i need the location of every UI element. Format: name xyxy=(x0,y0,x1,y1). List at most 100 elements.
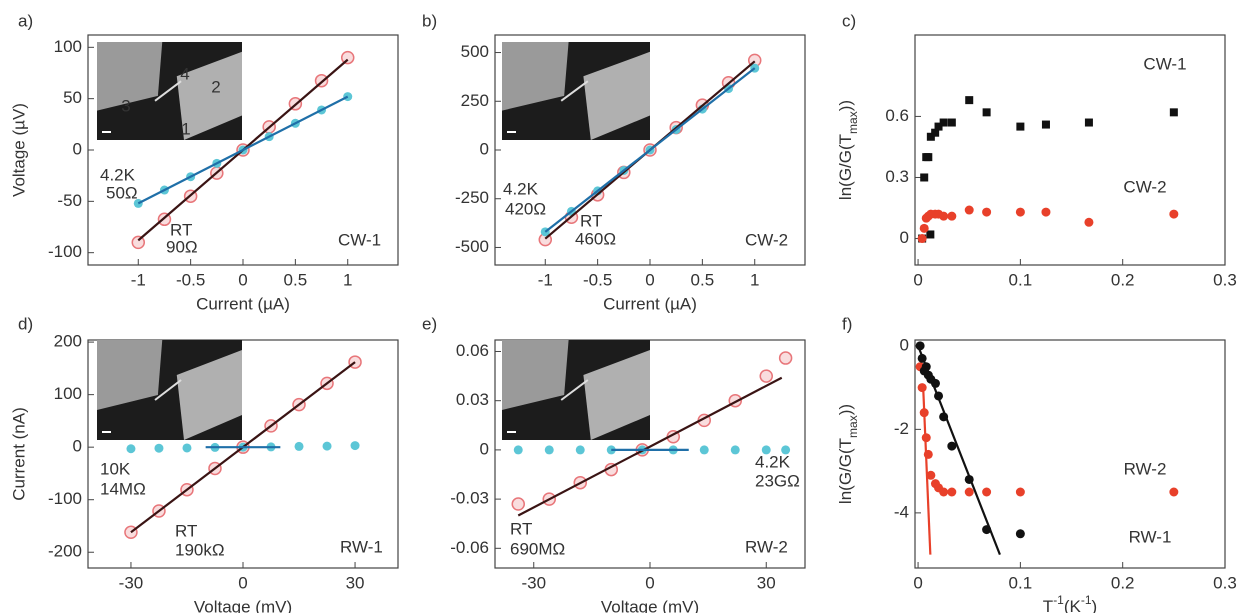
label-part: ln(G/G(T xyxy=(836,438,855,504)
label-part: ) xyxy=(1092,597,1098,613)
annotation: 23GΩ xyxy=(755,471,800,490)
x-tick-label: 0.1 xyxy=(1009,573,1033,592)
inset-label: 1 xyxy=(181,119,190,138)
x-tick-label: -1 xyxy=(131,270,146,289)
y-tick-label: 250 xyxy=(461,91,489,110)
y-tick-label: 500 xyxy=(461,42,489,61)
x-axis-label: Voltage (mV) xyxy=(601,597,699,613)
x-tick-label: -30 xyxy=(119,573,144,592)
annotation: 690MΩ xyxy=(510,539,565,558)
annotation: 90Ω xyxy=(166,237,198,256)
y-tick-label: -100 xyxy=(48,242,82,261)
x-tick-label: -0.5 xyxy=(583,270,612,289)
panel-label: d) xyxy=(18,314,33,333)
x-tick-label: 0 xyxy=(238,573,247,592)
y-tick-label: -100 xyxy=(48,489,82,508)
point xyxy=(1016,123,1024,131)
point xyxy=(918,383,927,392)
y-tick-label: 0.03 xyxy=(456,390,489,409)
x-axis-label: Current (µA) xyxy=(603,294,697,313)
series-label: RW-1 xyxy=(1129,527,1172,546)
point xyxy=(514,445,523,454)
annotation: 420Ω xyxy=(505,199,546,218)
point xyxy=(295,442,304,451)
y-axis-label: Voltage (µV) xyxy=(9,103,28,197)
x-tick-label: 0 xyxy=(238,270,247,289)
annotation: 4.2K xyxy=(100,165,136,184)
panel-label: a) xyxy=(18,11,33,30)
point xyxy=(939,212,948,221)
y-tick-label: -4 xyxy=(894,502,909,521)
x-tick-label: 0 xyxy=(645,573,654,592)
point xyxy=(780,352,792,364)
point xyxy=(545,445,554,454)
point xyxy=(965,96,973,104)
y-tick-label: -0.03 xyxy=(450,489,489,508)
y-tick-label: 0 xyxy=(73,139,82,158)
point xyxy=(918,234,927,243)
x-tick-label: 1 xyxy=(343,270,352,289)
y-tick-label: 0.06 xyxy=(456,341,489,360)
point xyxy=(576,445,585,454)
annotation: 460Ω xyxy=(575,229,616,248)
x-tick-label: 0.3 xyxy=(1213,270,1237,289)
label-part: T xyxy=(1043,597,1053,613)
y-tick-label: 200 xyxy=(54,332,82,351)
point xyxy=(1041,208,1050,217)
x-tick-label: -30 xyxy=(521,573,546,592)
y-tick-label: 0 xyxy=(900,228,909,247)
figure: -1-0.500.51-100-50050100Current (µA)Volt… xyxy=(0,0,1258,613)
annotation: 14MΩ xyxy=(100,479,146,498)
annotation: CW-1 xyxy=(338,230,381,249)
x-tick-label: 0.5 xyxy=(691,270,715,289)
panel-label: f) xyxy=(842,314,852,333)
inset-label: 4 xyxy=(180,64,189,83)
point xyxy=(1169,488,1178,497)
y-tick-label: -500 xyxy=(455,237,489,256)
point xyxy=(924,153,932,161)
annotation: 4.2K xyxy=(503,179,539,198)
point xyxy=(939,488,948,497)
annotation: 4.2K xyxy=(755,452,791,471)
point xyxy=(1016,529,1025,538)
point xyxy=(1170,108,1178,116)
point xyxy=(731,445,740,454)
x-tick-label: 0.1 xyxy=(1009,270,1033,289)
y-tick-label: -200 xyxy=(48,542,82,561)
point xyxy=(983,108,991,116)
point xyxy=(1169,210,1178,219)
x-tick-label: 30 xyxy=(346,573,365,592)
panel-label: c) xyxy=(842,11,856,30)
y-tick-label: 0 xyxy=(480,439,489,458)
label-part: -1 xyxy=(1053,593,1064,607)
annotation: RT xyxy=(510,519,532,538)
x-tick-label: 0.5 xyxy=(284,270,308,289)
y-tick-label: 50 xyxy=(63,88,82,107)
page: -1-0.500.51-100-50050100Current (µA)Volt… xyxy=(0,0,1258,613)
annotation: RT xyxy=(175,521,197,540)
point xyxy=(342,52,354,64)
point xyxy=(182,443,191,452)
point xyxy=(700,445,709,454)
y-tick-label: 0.6 xyxy=(885,106,909,125)
y-axis-label: ln(G/G(Tmax)) xyxy=(836,404,860,504)
point xyxy=(982,488,991,497)
label-part: ln(G/G(T xyxy=(836,134,855,200)
panel-label: b) xyxy=(422,11,437,30)
point xyxy=(940,119,948,127)
y-tick-label: -2 xyxy=(894,419,909,438)
point xyxy=(512,498,524,510)
x-tick-label: 0 xyxy=(645,270,654,289)
y-axis-label: Current (nA) xyxy=(9,407,28,501)
x-axis-label: Voltage (mV) xyxy=(194,597,292,613)
y-tick-label: 0 xyxy=(73,437,82,456)
y-tick-label: -250 xyxy=(455,188,489,207)
label-part: -1 xyxy=(1081,593,1092,607)
inset-label: 2 xyxy=(211,77,220,96)
label-part: )) xyxy=(836,100,855,111)
point xyxy=(982,208,991,217)
y-tick-label: 100 xyxy=(54,37,82,56)
x-tick-label: 0 xyxy=(913,270,922,289)
point xyxy=(920,173,928,181)
annotation: RW-2 xyxy=(745,537,788,556)
